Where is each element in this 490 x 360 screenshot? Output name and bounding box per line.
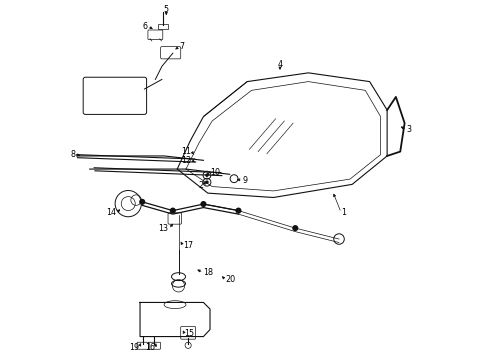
Text: 12: 12 (181, 156, 192, 165)
Text: 16: 16 (146, 343, 155, 352)
Text: 10: 10 (210, 168, 220, 177)
Circle shape (170, 208, 176, 214)
Text: 5: 5 (164, 5, 169, 14)
Circle shape (139, 199, 146, 205)
Text: 7: 7 (179, 42, 185, 51)
Text: 1: 1 (341, 208, 346, 217)
Circle shape (205, 174, 209, 177)
Text: 11: 11 (182, 147, 192, 156)
Text: 15: 15 (185, 329, 195, 338)
Text: 2: 2 (198, 181, 203, 190)
Text: 19: 19 (129, 343, 139, 352)
Text: 3: 3 (407, 125, 412, 134)
Text: 6: 6 (143, 22, 147, 31)
Text: 14: 14 (106, 208, 116, 217)
Circle shape (200, 201, 206, 207)
Circle shape (205, 180, 209, 184)
Text: 9: 9 (243, 176, 248, 185)
Text: 8: 8 (71, 150, 76, 159)
Text: 4: 4 (277, 60, 283, 69)
Text: 13: 13 (158, 225, 169, 234)
Text: 20: 20 (225, 275, 236, 284)
Circle shape (235, 208, 242, 214)
Text: 17: 17 (183, 241, 193, 250)
Circle shape (292, 225, 298, 231)
Text: 18: 18 (203, 268, 214, 277)
